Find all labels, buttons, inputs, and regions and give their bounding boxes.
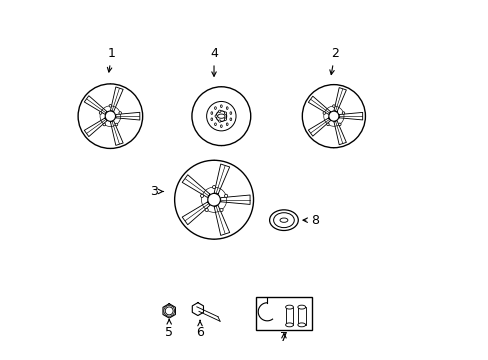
Circle shape — [105, 111, 115, 121]
Ellipse shape — [214, 107, 216, 109]
Ellipse shape — [217, 114, 224, 118]
Circle shape — [215, 115, 217, 117]
Text: 5: 5 — [165, 320, 173, 339]
Bar — [256, 297, 311, 329]
Circle shape — [174, 160, 253, 239]
Text: 3: 3 — [150, 185, 163, 198]
Ellipse shape — [214, 123, 216, 126]
Circle shape — [218, 120, 221, 122]
Ellipse shape — [210, 112, 212, 114]
Circle shape — [206, 102, 236, 131]
Ellipse shape — [285, 323, 293, 327]
Circle shape — [332, 105, 334, 107]
Ellipse shape — [297, 305, 305, 309]
Text: 7: 7 — [279, 331, 287, 344]
Circle shape — [338, 123, 341, 126]
Circle shape — [119, 112, 121, 114]
Text: 4: 4 — [210, 47, 218, 76]
Circle shape — [218, 110, 221, 112]
Circle shape — [115, 123, 118, 126]
Ellipse shape — [285, 305, 293, 309]
Circle shape — [224, 118, 226, 120]
Bar — [285, 307, 293, 325]
Ellipse shape — [220, 125, 222, 127]
Circle shape — [342, 112, 344, 114]
Text: 1: 1 — [107, 47, 116, 72]
Ellipse shape — [210, 118, 212, 121]
Circle shape — [302, 85, 365, 148]
Ellipse shape — [273, 213, 294, 228]
Ellipse shape — [269, 210, 298, 230]
Circle shape — [109, 104, 111, 107]
Circle shape — [207, 193, 220, 206]
Text: 6: 6 — [196, 320, 203, 339]
Ellipse shape — [229, 118, 231, 121]
Circle shape — [212, 185, 215, 189]
Circle shape — [328, 111, 338, 121]
Circle shape — [99, 112, 102, 114]
Circle shape — [216, 111, 226, 121]
Text: 2: 2 — [329, 47, 338, 75]
Circle shape — [78, 84, 142, 148]
Ellipse shape — [229, 112, 231, 114]
Ellipse shape — [297, 323, 305, 327]
Circle shape — [191, 87, 250, 145]
Circle shape — [204, 208, 208, 212]
Text: 8: 8 — [303, 214, 319, 227]
Ellipse shape — [226, 123, 227, 126]
Circle shape — [200, 194, 203, 197]
Circle shape — [103, 123, 105, 126]
Circle shape — [224, 112, 226, 114]
Ellipse shape — [220, 105, 222, 108]
Circle shape — [220, 208, 223, 212]
Circle shape — [224, 194, 227, 197]
Bar — [297, 307, 305, 325]
Ellipse shape — [226, 107, 227, 109]
Circle shape — [326, 123, 328, 126]
Circle shape — [323, 112, 325, 114]
